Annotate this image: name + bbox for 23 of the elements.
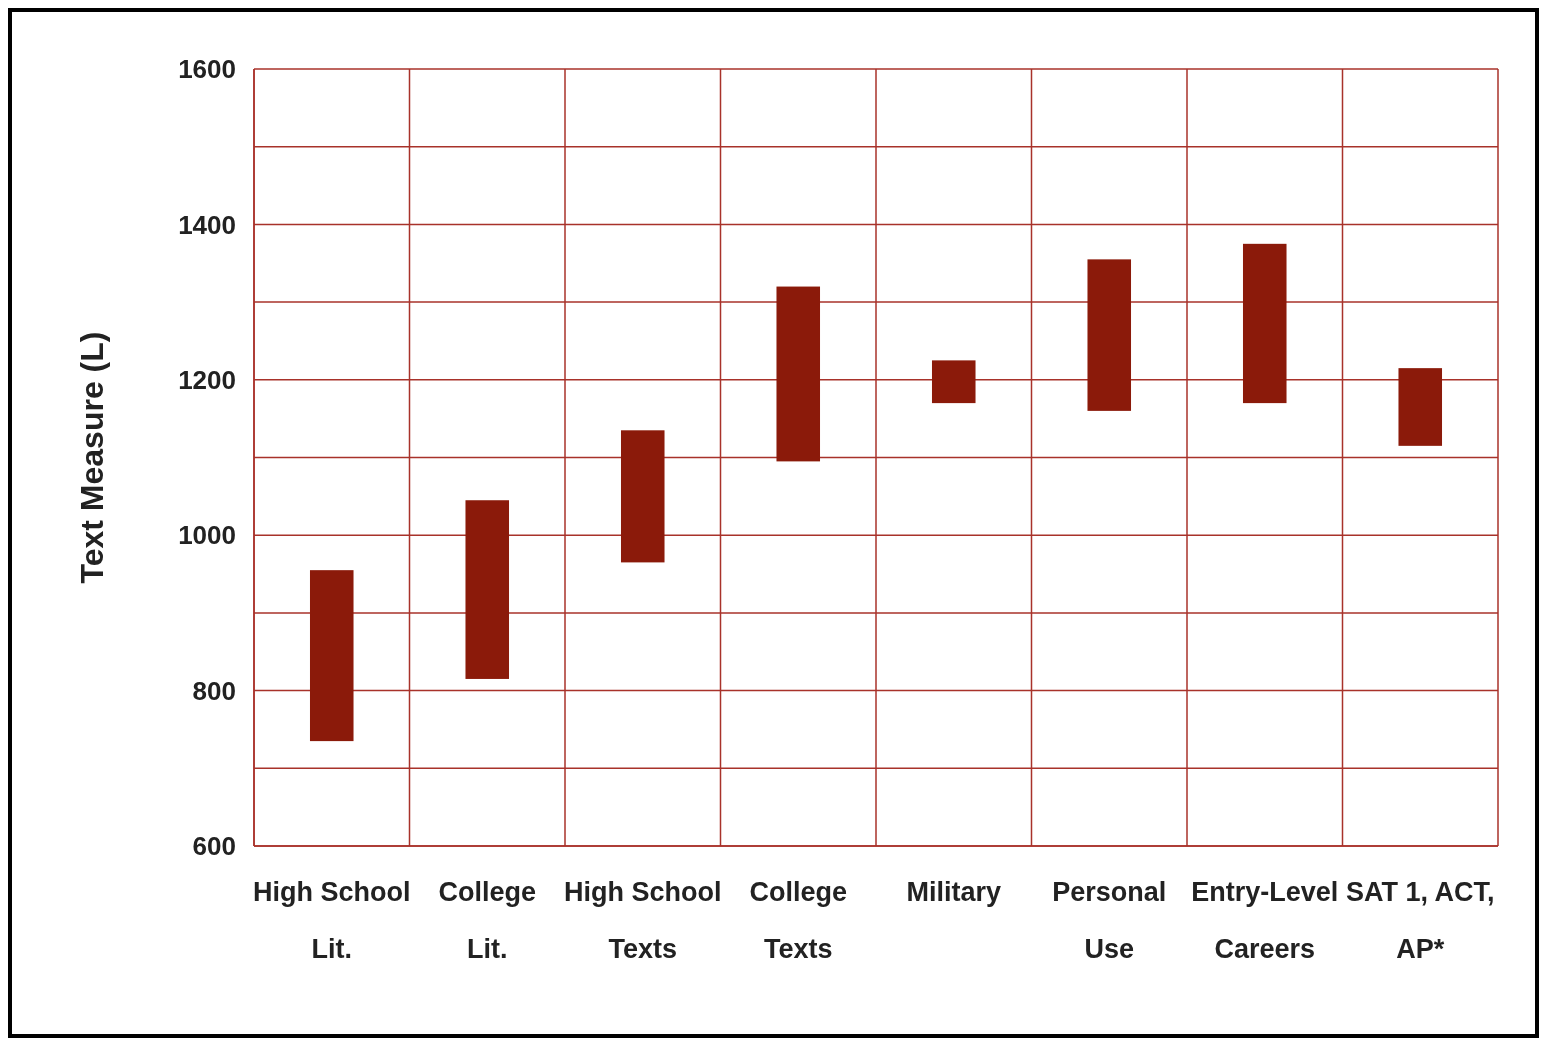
y-tick-label: 1400: [178, 209, 236, 240]
x-tick-label: Entry-Level Careers: [1191, 877, 1339, 964]
bar: [465, 500, 510, 679]
x-tick-label: College Texts: [749, 877, 848, 964]
bar: [1242, 243, 1287, 404]
bar: [931, 360, 976, 404]
y-tick-label: 600: [192, 831, 236, 862]
x-tick-label: High School Texts: [564, 877, 722, 964]
bar: [1087, 259, 1132, 411]
x-tick-label: Military: [906, 877, 1002, 907]
y-tick-label: 1000: [178, 520, 236, 551]
x-tick-label: High School Lit.: [253, 877, 411, 964]
bar: [620, 430, 665, 563]
x-tick-label: College Lit.: [438, 877, 537, 964]
x-tick-label: Personal Use: [1052, 877, 1167, 964]
y-tick-label: 800: [192, 675, 236, 706]
y-tick-label: 1200: [178, 364, 236, 395]
y-tick-label: 1600: [178, 54, 236, 85]
y-axis-title: Text Measure (L): [74, 331, 110, 584]
bar: [309, 570, 354, 742]
bar: [776, 286, 821, 462]
bar: [1398, 368, 1443, 446]
x-tick-label: SAT 1, ACT, AP*: [1345, 877, 1495, 964]
